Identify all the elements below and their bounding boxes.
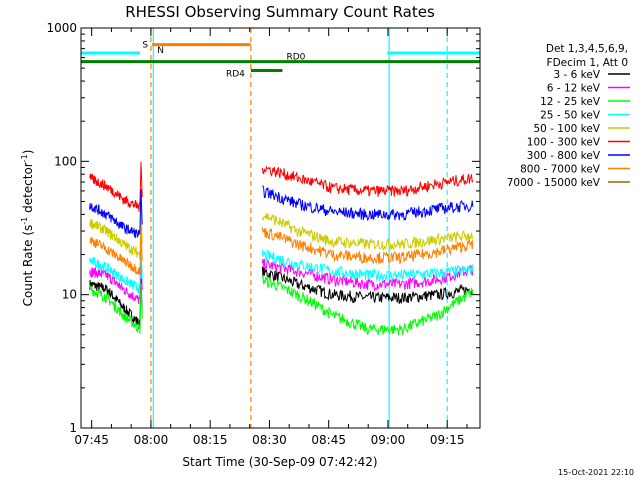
legend-label: 12 - 25 keV bbox=[540, 96, 601, 108]
series-5-segment-1 bbox=[89, 161, 143, 212]
x-axis-label: Start Time (30-Sep-09 07:42:42) bbox=[182, 455, 377, 469]
series-0-segment-2 bbox=[261, 266, 473, 304]
state-bar-label: N bbox=[157, 46, 164, 56]
x-tick-label: 07:45 bbox=[74, 433, 109, 447]
y-tick-label: 1000 bbox=[46, 21, 77, 35]
plot-frame bbox=[80, 27, 481, 429]
series-6-segment-2 bbox=[262, 185, 474, 221]
series-0-segment-1 bbox=[89, 278, 143, 329]
state-bar-label: RD4 bbox=[226, 70, 245, 80]
series-3-segment-2 bbox=[261, 249, 474, 283]
x-tick-label: 08:30 bbox=[252, 433, 287, 447]
series-7-segment-2 bbox=[261, 227, 474, 265]
series-2-segment-2 bbox=[261, 275, 474, 336]
x-tick-label: 09:15 bbox=[430, 433, 465, 447]
series-1-segment-1 bbox=[89, 255, 143, 304]
y-axis-label: Count Rate (s-1 detector-1) bbox=[20, 150, 35, 307]
legend-label: 300 - 800 keV bbox=[527, 150, 601, 162]
x-tick-label: 09:00 bbox=[371, 433, 406, 447]
legend-label: 6 - 12 keV bbox=[547, 83, 601, 95]
series-1-segment-2 bbox=[261, 258, 474, 292]
legend-label: 25 - 50 keV bbox=[540, 110, 601, 122]
y-tick-label: 100 bbox=[54, 154, 77, 168]
legend: Det 1,3,4,5,6,9, FDecim 1, Att 03 - 6 keV… bbox=[507, 43, 630, 189]
series-4-segment-2 bbox=[261, 213, 474, 251]
y-tick-label: 1 bbox=[69, 421, 77, 435]
legend-header-line: Det 1,3,4,5,6,9, bbox=[546, 43, 628, 55]
axes: 1 10 100 1000 07:45 08:00 08:15 08:30 08:45 09:00… bbox=[46, 21, 481, 447]
x-tick-label: 08:45 bbox=[311, 433, 346, 447]
legend-label: 100 - 300 keV bbox=[527, 137, 601, 149]
legend-label: 3 - 6 keV bbox=[553, 69, 600, 81]
x-tick-label: 08:00 bbox=[134, 433, 169, 447]
state-bar-label: RD0 bbox=[286, 53, 305, 63]
series-2-segment-1 bbox=[89, 283, 143, 335]
series-3-segment-1 bbox=[89, 243, 143, 294]
state-bar-label: S bbox=[142, 41, 148, 51]
x-tick-label: 08:15 bbox=[193, 433, 228, 447]
legend-label: 800 - 7000 keV bbox=[520, 164, 601, 176]
series-6-segment-1 bbox=[89, 189, 143, 239]
legend-label: 7000 - 15000 keV bbox=[507, 177, 601, 189]
series-4-segment-1 bbox=[89, 208, 143, 260]
series-5-segment-2 bbox=[261, 165, 474, 197]
series-7-segment-1 bbox=[89, 225, 143, 275]
legend-label: 50 - 100 keV bbox=[533, 123, 600, 135]
plot-area: SN RD0 RD4 bbox=[81, 28, 480, 428]
chart-title: RHESSI Observing Summary Count Rates bbox=[125, 3, 435, 21]
timestamp: 15-Oct-2021 22:10 bbox=[558, 468, 634, 477]
y-tick-label: 10 bbox=[62, 288, 77, 302]
legend-header-line: FDecim 1, Att 0 bbox=[547, 57, 628, 69]
